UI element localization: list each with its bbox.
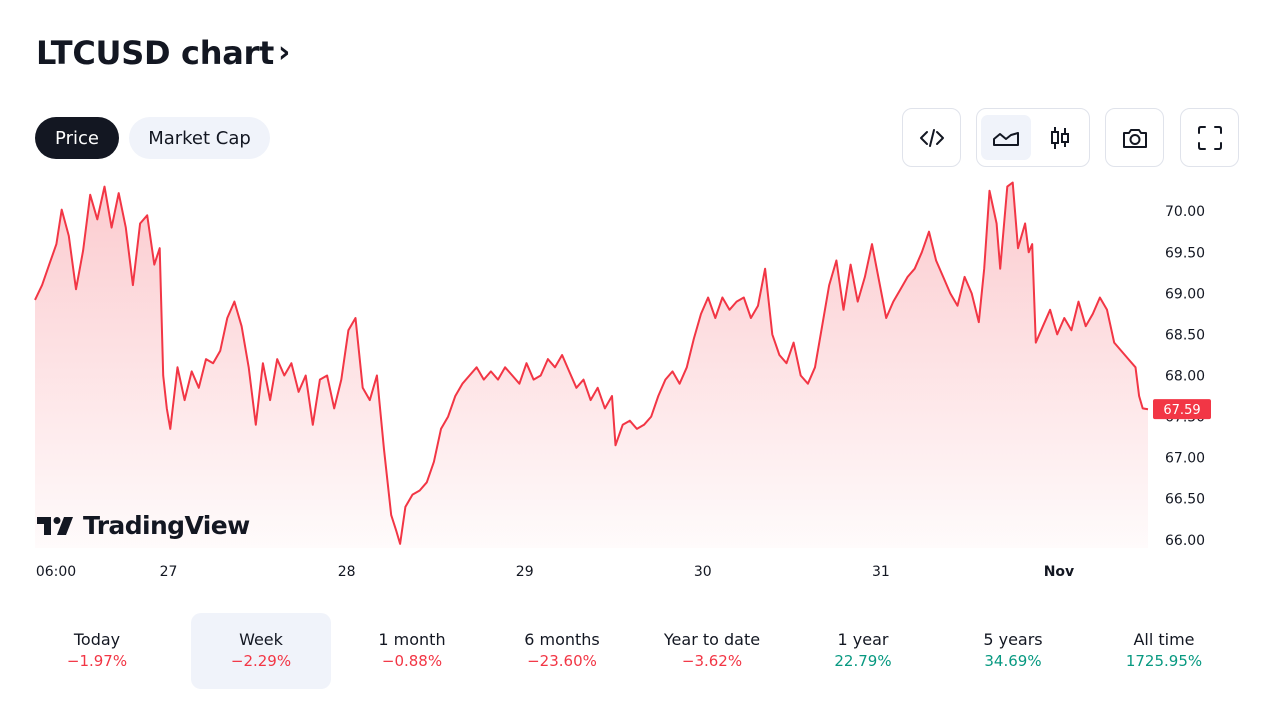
period-change: −1.97% [66,652,128,670]
candle-style-button[interactable] [1035,115,1085,160]
x-tick-label: 27 [160,564,178,580]
period-change: 1725.95% [1125,652,1203,670]
last-price-value: 67.59 [1163,403,1200,418]
period-change: −23.60% [527,652,597,670]
period-label: Today [73,630,121,649]
x-tick-label: 06:00 [36,564,76,580]
y-tick-label: 69.50 [1165,245,1205,261]
period-change: 34.69% [984,652,1042,670]
x-tick-label: 28 [338,564,356,580]
price-line [34,181,1149,545]
tab-market-cap[interactable]: Market Cap [129,117,270,159]
y-tick-label: 68.50 [1165,327,1205,343]
y-axis: 70.0069.5069.0068.5068.0067.5067.0066.50… [1165,204,1205,549]
x-tick-label: 29 [516,564,534,580]
y-tick-label: 67.00 [1165,451,1205,467]
period-5-years[interactable]: 5 years 34.69% [943,613,1083,689]
x-tick-label: Nov [1044,564,1074,580]
y-tick-label: 66.00 [1165,533,1205,549]
y-tick-label: 69.00 [1165,286,1205,302]
period-today[interactable]: Today −1.97% [27,613,167,689]
chevron-right-icon: › [277,34,291,70]
period-all-time[interactable]: All time 1725.95% [1094,613,1234,689]
period-change: −2.29% [230,652,292,670]
area-style-button[interactable] [981,115,1031,160]
x-tick-label: 31 [872,564,890,580]
camera-icon [1122,128,1147,148]
period-6-months[interactable]: 6 months −23.60% [492,613,632,689]
candlestick-icon [1051,126,1069,149]
fullscreen-button[interactable] [1180,108,1239,167]
period-label: Year to date [663,630,761,649]
tab-price[interactable]: Price [35,117,119,159]
period-year-to-date[interactable]: Year to date −3.62% [642,613,782,689]
period-change: −3.62% [681,652,743,670]
code-icon [919,128,944,147]
y-tick-label: 70.00 [1165,204,1205,220]
chart-title-text: LTCUSD chart [36,34,274,72]
chart-style-switch [976,108,1090,167]
price-area-fill [35,182,1148,548]
period-label: 1 month [378,630,446,649]
period-change: −0.88% [381,652,443,670]
chart-title[interactable]: LTCUSD chart › [36,34,290,72]
period-change: 22.79% [834,652,892,670]
x-axis: 06:00 27 28 29 30 31 Nov [36,564,1074,580]
y-tick-label: 68.00 [1165,369,1205,385]
period-1-month[interactable]: 1 month −0.88% [342,613,482,689]
area-chart-icon [993,131,1019,146]
x-tick-label: 30 [694,564,712,580]
period-week[interactable]: Week −2.29% [191,613,331,689]
tradingview-logo-text: TradingView [83,511,250,540]
period-1-year[interactable]: 1 year 22.79% [793,613,933,689]
snapshot-button[interactable] [1105,108,1164,167]
y-tick-label: 66.50 [1165,492,1205,508]
last-price-label: 67.59 [1153,399,1211,420]
period-label: Week [239,630,283,649]
fullscreen-icon [1197,125,1222,150]
period-label: 1 year [837,630,889,649]
embed-button[interactable] [902,108,961,167]
tradingview-logo: TradingView [37,511,250,540]
price-chart[interactable]: 70.0069.5069.0068.5068.0067.5067.0066.50… [0,180,1280,590]
tradingview-logo-icon [37,516,73,535]
period-label: 6 months [524,630,600,649]
period-label: 5 years [983,630,1043,649]
period-label: All time [1133,630,1195,649]
